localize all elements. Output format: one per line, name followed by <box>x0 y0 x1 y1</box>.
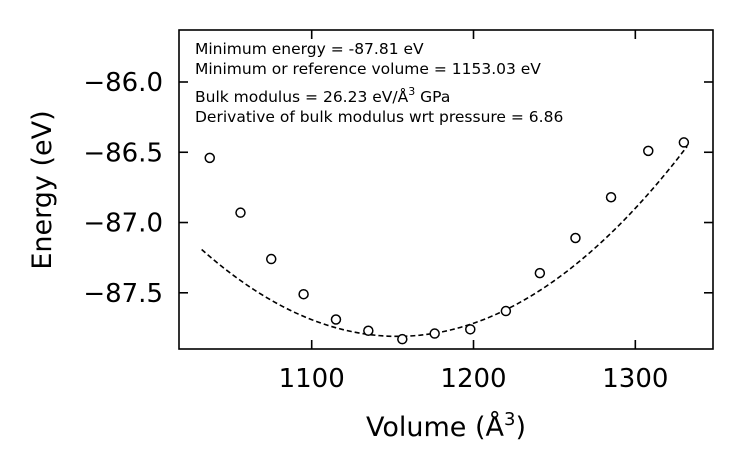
y-tick-label-2: −87.0 <box>83 209 163 239</box>
data-point-4 <box>330 314 342 325</box>
fit-curve <box>201 145 688 338</box>
y-tick-label-0: −86.0 <box>83 68 163 98</box>
y-axis-title: Energy (eV) <box>27 110 58 269</box>
x-tick-label-1300: 1300 <box>602 364 668 394</box>
y-tick-label-3: −87.5 <box>83 279 163 309</box>
data-point-3 <box>298 288 309 300</box>
data-points-layer <box>204 137 690 345</box>
x-axis-title-end: ) <box>515 412 526 443</box>
data-point-11 <box>570 232 581 244</box>
annotation-min-volume: Minimum or reference volume = 1153.03 eV <box>195 60 541 78</box>
x-axis-title: Volume (Å3) <box>366 409 526 443</box>
annotation-derivative: Derivative of bulk modulus wrt pressure … <box>195 108 563 126</box>
annotation-min-energy: Minimum energy = -87.81 eV <box>195 40 424 58</box>
data-point-13 <box>643 145 654 157</box>
bulk-modulus-text: Bulk modulus = 26.23 eV/Å <box>195 87 409 106</box>
data-point-14 <box>678 137 690 148</box>
data-point-0 <box>204 152 215 164</box>
plot-area <box>178 29 714 350</box>
y-tick-label-1: −86.5 <box>83 138 163 168</box>
data-point-12 <box>605 191 617 203</box>
data-point-2 <box>265 253 277 265</box>
data-point-8 <box>465 324 476 335</box>
x-axis-ticks: 1100 1200 1300 <box>279 30 668 394</box>
annotation-bulk-modulus: Bulk modulus = 26.23 eV/Å3 GPa <box>195 85 450 106</box>
plot-frame <box>178 29 714 350</box>
x-tick-label-1100: 1100 <box>279 364 345 394</box>
x-tick-label-1200: 1200 <box>440 364 506 394</box>
x-axis-title-text: Volume (Å <box>366 411 505 443</box>
x-axis-title-superscript: 3 <box>504 409 515 430</box>
bulk-modulus-superscript: 3 <box>408 85 415 98</box>
data-point-5 <box>363 325 374 336</box>
data-point-9 <box>500 305 512 317</box>
data-point-10 <box>534 267 546 279</box>
data-point-7 <box>429 328 440 339</box>
y-axis-ticks: −86.0 −86.5 −87.0 −87.5 <box>83 68 713 309</box>
fit-curve-layer <box>201 145 688 338</box>
annotation-block: Minimum energy = -87.81 eV Minimum or re… <box>195 40 563 126</box>
data-point-6 <box>397 333 408 345</box>
data-point-1 <box>235 207 246 218</box>
bulk-modulus-unit: GPa <box>415 88 450 106</box>
